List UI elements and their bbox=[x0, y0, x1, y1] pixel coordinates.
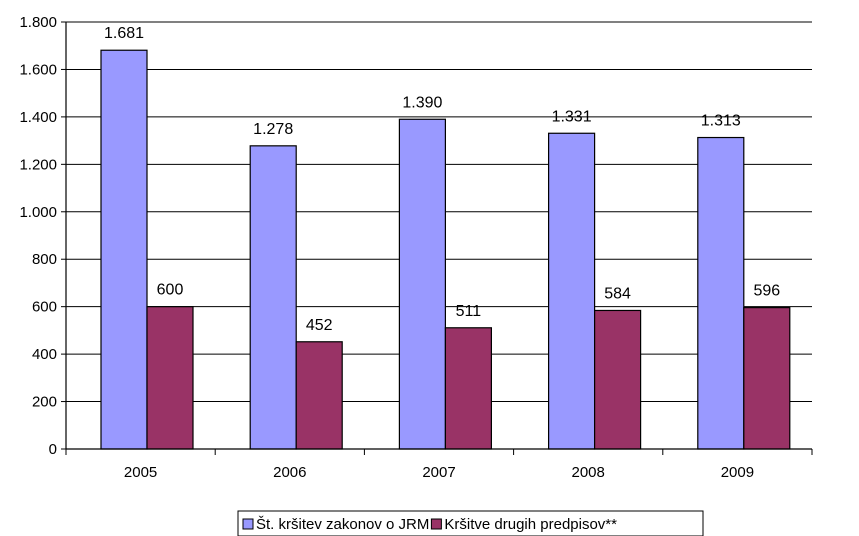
data-label: 596 bbox=[753, 283, 780, 300]
legend-label: Št. kršitev zakonov o JRM bbox=[256, 516, 429, 533]
data-label: 511 bbox=[456, 303, 482, 320]
data-label: 1.331 bbox=[552, 108, 592, 125]
bar-series-1-2009 bbox=[697, 136, 745, 450]
bar-series-2-2007 bbox=[444, 327, 492, 450]
legend-box bbox=[237, 510, 704, 536]
bar-series-1-2008 bbox=[547, 132, 596, 450]
x-tick-label: 2009 bbox=[721, 464, 754, 481]
x-tick-label: 2005 bbox=[124, 464, 157, 481]
x-axis-ticks: 2005 2006 2007 2008 2009 bbox=[65, 449, 813, 481]
y-tick-label: 800 bbox=[32, 251, 57, 268]
x-tick-label: 2007 bbox=[422, 464, 455, 481]
data-label: 1.313 bbox=[701, 113, 741, 130]
data-label: 1.681 bbox=[104, 25, 144, 42]
legend: Št. kršitev zakonov o JRM Kršitve drugih … bbox=[237, 510, 704, 536]
data-label: 1.278 bbox=[253, 121, 293, 138]
bar-series-2-2005 bbox=[146, 306, 194, 450]
data-label: 452 bbox=[306, 317, 333, 334]
data-label: 1.390 bbox=[402, 94, 442, 111]
data-label: 600 bbox=[157, 282, 184, 299]
bar-series-2-2008 bbox=[593, 309, 642, 450]
legend-swatch bbox=[430, 518, 442, 530]
bar-series-1-2005 bbox=[100, 49, 148, 450]
y-tick-label: 1.000 bbox=[19, 204, 57, 221]
y-axis-ticks: 0 200 400 600 800 1.000 1.200 1.400 1.600 1.800 bbox=[19, 14, 66, 458]
y-tick-label: 1.400 bbox=[19, 109, 57, 126]
x-tick-label: 2006 bbox=[273, 464, 306, 481]
bar-series-1-2007 bbox=[398, 118, 446, 450]
legend-label: Kršitve drugih predpisov** bbox=[444, 516, 617, 533]
bar-series-2-2006 bbox=[295, 341, 343, 450]
axes bbox=[65, 22, 812, 450]
bar-series-2-2009 bbox=[743, 307, 791, 450]
bars bbox=[100, 49, 791, 450]
bar-series-1-2006 bbox=[249, 145, 297, 450]
legend-swatch bbox=[242, 518, 254, 530]
x-tick-label: 2008 bbox=[572, 464, 605, 481]
y-tick-label: 600 bbox=[32, 299, 57, 316]
y-tick-label: 1.200 bbox=[19, 156, 57, 173]
y-tick-label: 200 bbox=[32, 394, 57, 411]
data-label: 584 bbox=[604, 285, 631, 302]
y-tick-label: 400 bbox=[32, 346, 57, 363]
y-tick-label: 1.800 bbox=[19, 14, 57, 31]
y-tick-label: 1.600 bbox=[19, 61, 57, 78]
y-tick-label: 0 bbox=[49, 441, 57, 458]
data-labels: 1.681 600 1.278 452 1.390 511 1.331 584 1.313 596 bbox=[104, 25, 780, 334]
